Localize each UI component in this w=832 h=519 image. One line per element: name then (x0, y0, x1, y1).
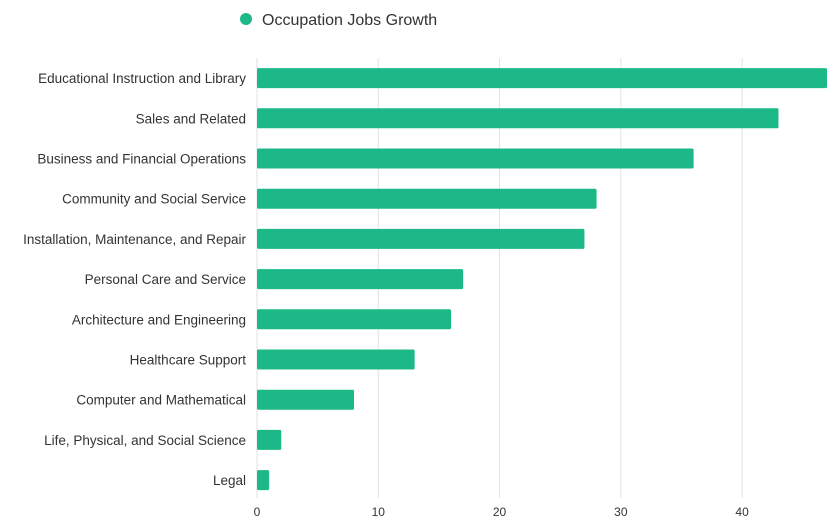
legend: Occupation Jobs Growth (240, 12, 437, 29)
x-tick-label: 10 (372, 505, 386, 519)
x-axis-ticks: 0 10 20 30 40 (254, 505, 749, 519)
category-label: Life, Physical, and Social Science (44, 433, 246, 448)
category-label: Installation, Maintenance, and Repair (23, 232, 246, 247)
category-label: Legal (213, 473, 246, 488)
category-labels: Educational Instruction and Library Sales… (23, 71, 246, 488)
bar[interactable] (257, 470, 270, 491)
bar[interactable] (257, 188, 597, 209)
bar[interactable] (257, 228, 585, 249)
bar[interactable] (257, 108, 779, 129)
category-label: Sales and Related (136, 111, 246, 126)
category-label: Computer and Mathematical (76, 393, 246, 408)
category-label: Educational Instruction and Library (38, 71, 246, 86)
legend-swatch (240, 13, 252, 25)
bars (257, 68, 827, 491)
category-label: Community and Social Service (62, 192, 246, 207)
bar[interactable] (257, 349, 415, 370)
bar[interactable] (257, 309, 452, 330)
x-tick-label: 20 (493, 505, 507, 519)
category-label: Business and Financial Operations (37, 152, 246, 167)
legend-label: Occupation Jobs Growth (262, 12, 437, 29)
x-tick-label: 30 (614, 505, 628, 519)
bar[interactable] (257, 269, 464, 290)
category-label: Architecture and Engineering (72, 312, 246, 327)
category-label: Healthcare Support (130, 353, 247, 368)
x-tick-label: 40 (735, 505, 749, 519)
grid (256, 58, 743, 498)
x-tick-label: 0 (254, 505, 261, 519)
bar[interactable] (257, 389, 355, 410)
bar[interactable] (257, 148, 694, 169)
bar[interactable] (257, 68, 827, 89)
category-label: Personal Care and Service (85, 272, 246, 287)
bar[interactable] (257, 429, 282, 450)
